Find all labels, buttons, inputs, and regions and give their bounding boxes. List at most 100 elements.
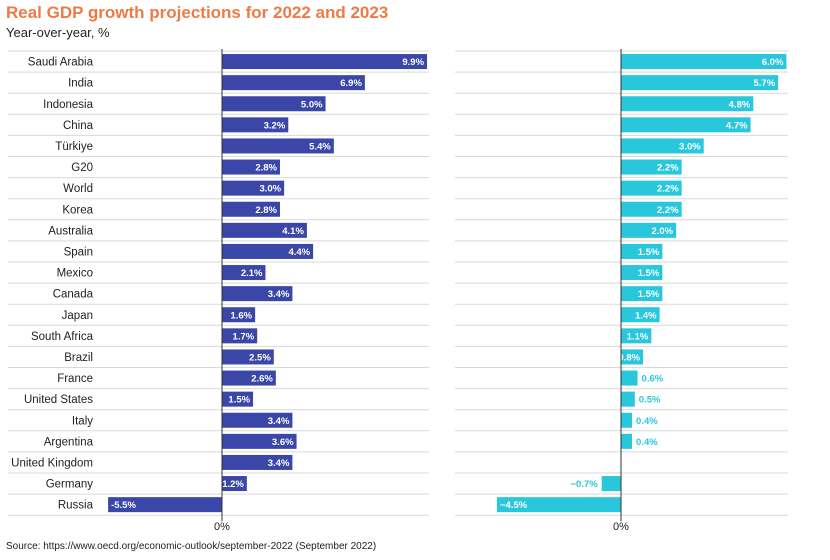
bar-2023 [621,328,652,344]
category-label: United Kingdom [11,457,93,469]
value-label-2023: 0.8% [618,352,640,363]
bar-2023 [621,412,633,428]
bar-2023 [621,54,787,70]
category-label: Russia [58,500,94,512]
value-label-2022: 1.5% [228,395,250,406]
bar-2022 [222,265,266,281]
value-label-2023: −4.5% [500,500,528,511]
value-label-2023: 5.7% [753,78,775,89]
value-label-2023: 3.0% [679,141,701,152]
bar-2022 [222,117,289,133]
value-label-2023: 0.4% [636,437,658,448]
value-label-2023: 1.5% [638,247,660,258]
bar-2022 [222,433,297,449]
value-label-2023: −0.7% [570,479,598,490]
value-label-2022: 4.1% [282,226,304,237]
value-label-2023: 1.5% [638,289,660,300]
zero-tick-label-2022: 0% [214,521,230,533]
bar-2023 [496,497,621,513]
value-label-2023: 4.7% [726,120,748,131]
value-label-2022: 1.2% [222,479,244,490]
bar-2022 [222,54,428,70]
value-label-2022: 9.9% [402,57,424,68]
bar-2022 [222,286,293,302]
bar-2023 [621,138,704,154]
value-label-2022: 3.0% [259,184,281,195]
bar-2022 [222,243,314,259]
bar-2023 [621,222,677,238]
category-label: Indonesia [43,99,93,111]
value-label-2022: 3.4% [268,416,290,427]
bar-2022 [222,307,256,323]
category-label: Saudi Arabia [28,57,94,69]
category-label: France [57,373,93,385]
bar-2022 [222,75,365,91]
value-label-2022: 3.4% [268,458,290,469]
category-label: World [63,183,93,195]
category-label: Türkiye [55,141,93,153]
bar-2023 [621,307,660,323]
category-label: India [68,78,94,90]
value-label-2022: 2.8% [255,205,277,216]
bar-2023 [621,117,751,133]
bar-2022 [222,328,258,344]
value-label-2023: 0.4% [636,416,658,427]
value-label-2023: 2.2% [657,163,679,174]
category-label: United States [24,394,93,406]
bar-2022 [222,391,254,407]
bar-2022 [222,349,274,365]
value-label-2023: 1.5% [638,268,660,279]
value-label-2023: 0.5% [639,395,661,406]
bar-2023 [621,243,663,259]
bar-2022 [222,96,326,112]
bar-2023 [621,349,644,365]
value-label-2022: 3.6% [272,437,294,448]
zero-tick-label-2023: 0% [613,521,629,533]
value-label-2022: 1.6% [230,310,252,321]
category-label: China [63,120,94,132]
category-label: Korea [62,204,93,216]
value-label-2022: 2.6% [251,374,273,385]
bar-2023 [621,286,663,302]
value-label-2022: 2.8% [255,163,277,174]
chart-subtitle: Year-over-year, % [6,25,110,40]
value-label-2022: 5.0% [301,99,323,110]
bar-2022 [222,412,293,428]
category-label: South Africa [31,331,94,343]
bar-2023 [621,96,754,112]
bar-2022 [222,138,334,154]
category-label: G20 [71,162,93,174]
category-label: Argentina [44,436,94,448]
bar-2023 [621,75,779,91]
bar-2023 [621,180,682,196]
bar-2022 [222,180,285,196]
bar-2022 [222,222,307,238]
value-label-2023: 6.0% [762,57,784,68]
value-label-2022: 5.4% [309,141,331,152]
category-label: Brazil [64,352,93,364]
category-label: Mexico [57,268,93,280]
value-label-2023: 1.1% [627,331,649,342]
bar-2023 [621,433,633,449]
category-label: Japan [62,310,93,322]
bar-2022 [222,476,247,492]
value-label-2022: 4.4% [288,247,310,258]
bar-2023 [621,391,635,407]
value-label-2022: 2.1% [241,268,263,279]
bar-2022 [222,201,280,217]
value-label-2023: 0.6% [642,374,664,385]
value-label-2023: 2.2% [657,184,679,195]
category-label: Australia [48,225,93,237]
value-label-2023: 4.8% [729,99,751,110]
bar-2023 [621,265,663,281]
bar-2023 [601,476,621,492]
category-label: Spain [64,246,93,258]
value-label-2023: 2.0% [651,226,673,237]
value-label-2023: 1.4% [635,310,657,321]
value-label-2023: 2.2% [657,205,679,216]
value-label-2022: 1.7% [233,331,255,342]
value-label-2022: 3.4% [268,289,290,300]
category-label: Germany [46,479,94,491]
bar-2022 [222,454,293,470]
value-label-2022: 6.9% [340,78,362,89]
